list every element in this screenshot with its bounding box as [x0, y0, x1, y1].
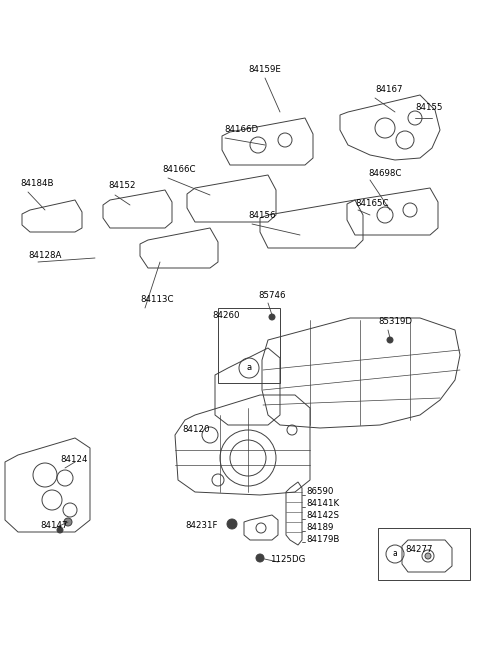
Text: 85319D: 85319D: [378, 318, 412, 327]
Text: 84113C: 84113C: [140, 295, 173, 304]
Text: 84141K: 84141K: [306, 499, 339, 508]
Circle shape: [57, 527, 63, 533]
Text: 84166D: 84166D: [224, 125, 258, 134]
Text: 84147: 84147: [40, 520, 68, 529]
Text: 84120: 84120: [182, 426, 209, 434]
Circle shape: [64, 518, 72, 526]
Text: 1125DG: 1125DG: [270, 556, 305, 565]
Text: 84155: 84155: [415, 104, 443, 112]
Text: 84152: 84152: [108, 182, 135, 190]
Circle shape: [269, 314, 275, 320]
Text: 84142S: 84142S: [306, 512, 339, 520]
Text: 84128A: 84128A: [28, 251, 61, 260]
Text: 84166C: 84166C: [162, 165, 195, 174]
Text: 84124: 84124: [60, 455, 87, 464]
Text: a: a: [393, 550, 397, 558]
Text: a: a: [246, 363, 252, 373]
Text: 84156: 84156: [248, 211, 276, 220]
Text: 84184B: 84184B: [20, 178, 53, 188]
Circle shape: [256, 554, 264, 562]
Text: 85746: 85746: [258, 291, 286, 300]
Text: 84231F: 84231F: [185, 522, 217, 531]
Text: 84698C: 84698C: [368, 169, 401, 178]
Text: 86590: 86590: [306, 487, 334, 497]
Bar: [218, 308, 280, 383]
Text: 84277: 84277: [405, 546, 432, 554]
Circle shape: [425, 553, 431, 559]
Circle shape: [387, 337, 393, 343]
Text: 84165C: 84165C: [355, 199, 388, 207]
Text: 84159E: 84159E: [248, 66, 281, 75]
Text: 84179B: 84179B: [306, 535, 339, 544]
Bar: [378, 528, 470, 580]
Text: 84260: 84260: [212, 312, 240, 321]
Text: 84189: 84189: [306, 523, 334, 533]
Text: 84167: 84167: [375, 85, 403, 94]
Circle shape: [227, 519, 237, 529]
